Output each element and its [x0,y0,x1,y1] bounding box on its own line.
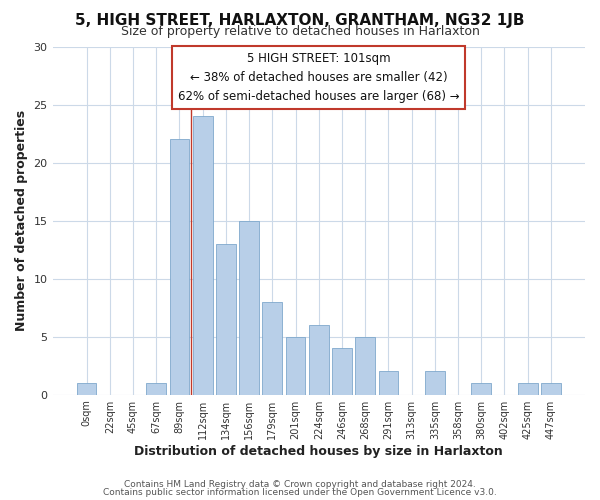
Text: 5 HIGH STREET: 101sqm
← 38% of detached houses are smaller (42)
62% of semi-deta: 5 HIGH STREET: 101sqm ← 38% of detached … [178,52,460,102]
Text: Contains HM Land Registry data © Crown copyright and database right 2024.: Contains HM Land Registry data © Crown c… [124,480,476,489]
Bar [355,336,375,394]
Bar [425,372,445,394]
Bar [286,336,305,394]
Bar [541,383,561,394]
X-axis label: Distribution of detached houses by size in Harlaxton: Distribution of detached houses by size … [134,444,503,458]
Text: Contains public sector information licensed under the Open Government Licence v3: Contains public sector information licen… [103,488,497,497]
Bar [332,348,352,395]
Bar [518,383,538,394]
Bar [146,383,166,394]
Bar [239,220,259,394]
Y-axis label: Number of detached properties: Number of detached properties [15,110,28,331]
Bar [170,140,190,394]
Bar [379,372,398,394]
Bar [309,325,329,394]
Text: Size of property relative to detached houses in Harlaxton: Size of property relative to detached ho… [121,25,479,38]
Bar [472,383,491,394]
Text: 5, HIGH STREET, HARLAXTON, GRANTHAM, NG32 1JB: 5, HIGH STREET, HARLAXTON, GRANTHAM, NG3… [75,12,525,28]
Bar [77,383,97,394]
Bar [193,116,212,394]
Bar [216,244,236,394]
Bar [262,302,282,394]
